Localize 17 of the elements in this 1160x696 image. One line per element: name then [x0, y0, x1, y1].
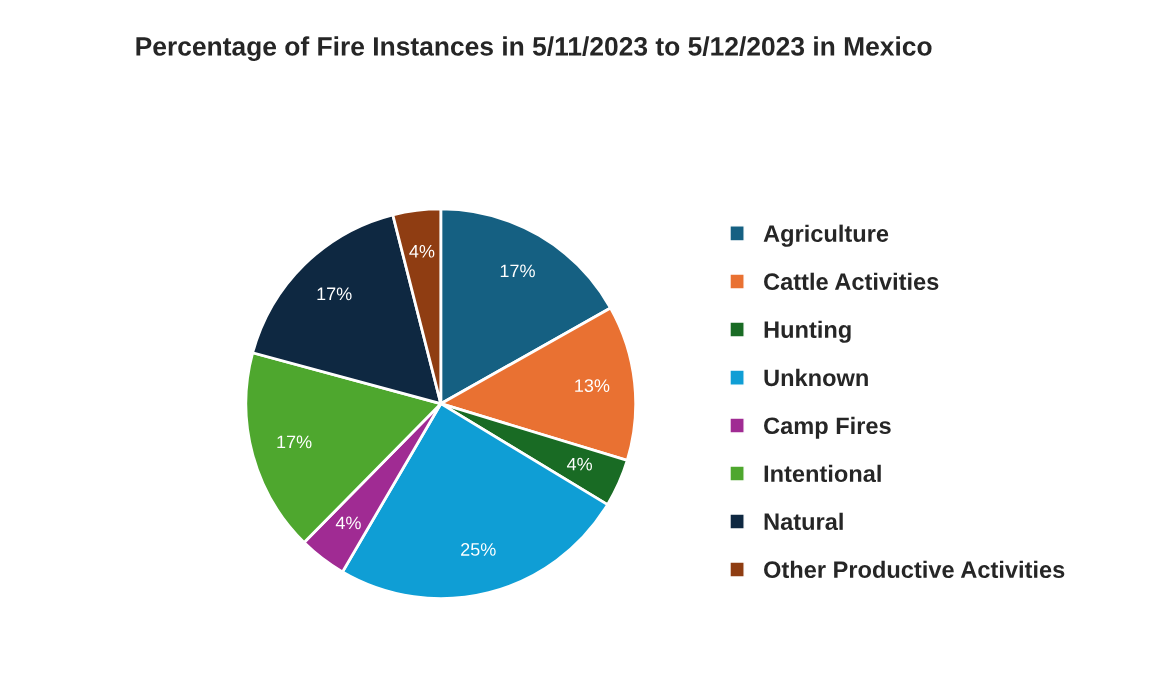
- data-label: 17%: [317, 287, 352, 301]
- legend-label: Hunting: [764, 320, 851, 343]
- legend-label: Cattle Activities: [764, 272, 939, 291]
- legend-label: Intentional: [764, 464, 881, 483]
- legend-label: Unknown: [764, 368, 868, 387]
- legend-label: Natural: [764, 512, 843, 531]
- data-label: 4%: [409, 244, 435, 258]
- legend-label: Camp Fires: [764, 416, 891, 439]
- data-label: 4%: [335, 516, 361, 530]
- legend-label: Other Productive Activities: [764, 560, 1065, 579]
- data-label: 4%: [566, 457, 593, 471]
- legend-label: Agriculture: [763, 224, 889, 247]
- data-label: 25%: [461, 543, 496, 556]
- chart-title: Percentage of Fire Instances in 5/11/2023 to 5/12/2023 in Mexico: [136, 36, 932, 62]
- data-label: 17%: [277, 435, 312, 449]
- data-label: 13%: [575, 379, 610, 393]
- data-label: 17%: [500, 264, 535, 278]
